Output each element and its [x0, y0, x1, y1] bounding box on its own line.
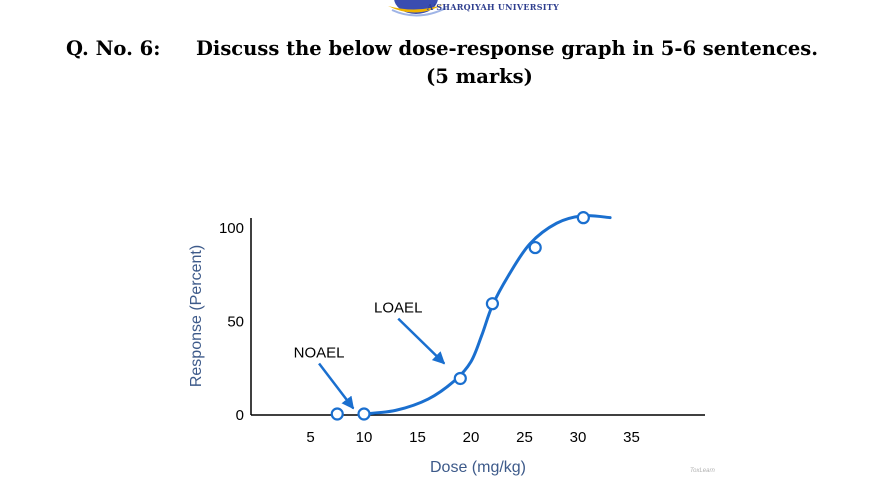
annotation-arrow: [318, 362, 355, 410]
x-tick-labels: 5 10 15 20 25 30 35: [306, 429, 640, 446]
y-axis-label: Response (Percent): [188, 245, 205, 387]
x-tick-label: 10: [356, 429, 373, 446]
y-tick-label: 50: [227, 314, 244, 331]
data-point: [528, 240, 542, 255]
question-marks: (5 marks): [426, 65, 533, 88]
watermark: ToxLearn: [690, 468, 715, 474]
annotation-label: NOAEL: [294, 345, 345, 362]
annotations: NOAEL LOAEL: [294, 300, 446, 410]
data-point: [576, 211, 590, 225]
dose-response-curve: [362, 214, 612, 416]
question-label: Q. No. 6:: [66, 37, 161, 60]
data-point: [330, 407, 344, 421]
data-points: [330, 211, 590, 421]
data-point: [485, 297, 499, 311]
y-tick-labels: 0 50 100: [219, 220, 244, 424]
x-tick-label: 15: [409, 429, 426, 446]
y-tick-label: 0: [236, 407, 244, 424]
x-tick-label: 30: [570, 429, 587, 446]
annotation-arrow: [397, 317, 446, 365]
university-name: A'SHARQIYAH UNIVERSITY: [427, 2, 560, 12]
annotation-label: LOAEL: [374, 300, 422, 317]
data-point: [453, 371, 467, 386]
x-tick-label: 35: [623, 429, 640, 446]
question-text: Discuss the below dose-response graph in…: [196, 37, 819, 60]
x-tick-label: 25: [516, 429, 533, 446]
x-axis-label: Dose (mg/kg): [430, 459, 526, 476]
university-logo: [388, 0, 447, 17]
x-tick-label: 20: [463, 429, 480, 446]
data-point: [357, 407, 371, 421]
x-tick-label: 5: [306, 429, 314, 446]
y-tick-label: 100: [219, 220, 244, 237]
